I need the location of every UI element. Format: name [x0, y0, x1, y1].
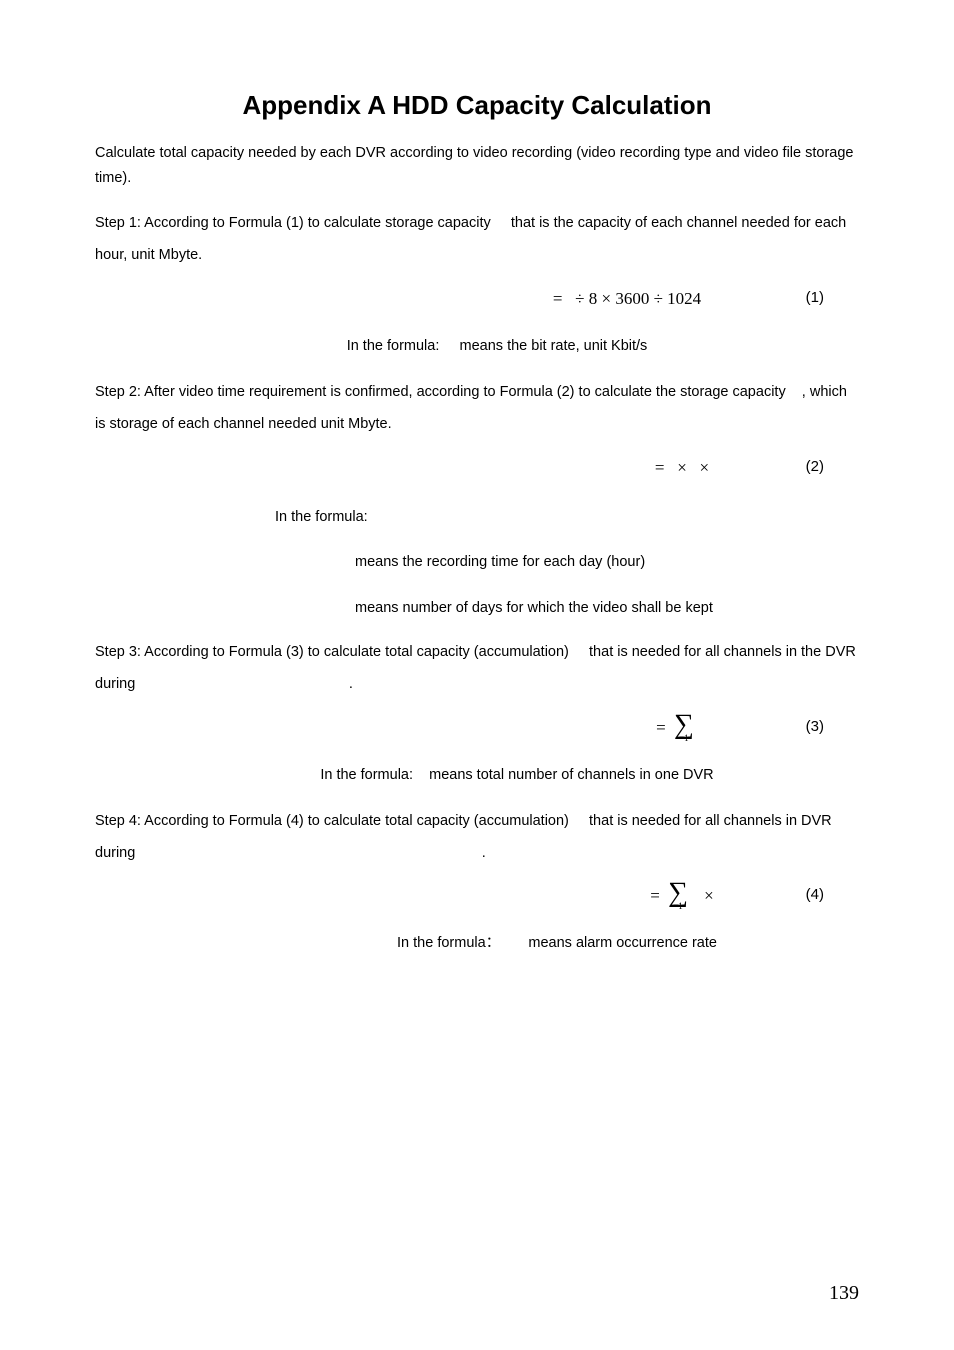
formula4-mult: × — [704, 886, 714, 905]
intro-text: Calculate total capacity needed by each … — [95, 141, 859, 190]
step4-text: Step 4: According to Formula (4) to calc… — [95, 806, 859, 870]
step2-text: Step 2: After video time requirement is … — [95, 377, 859, 441]
formula1-number: (1) — [806, 284, 824, 311]
sigma-symbol: ∑ =1 — [674, 717, 694, 741]
formula-3: = ∑ =1 (3) — [95, 713, 859, 744]
step3-text: Step 3: According to Formula (3) to calc… — [95, 637, 859, 701]
appendix-title: Appendix A HDD Capacity Calculation — [95, 90, 859, 121]
formula2-note1: means the recording time for each day (h… — [95, 546, 859, 579]
sigma-symbol-2: ∑ =1 — [668, 885, 688, 909]
formula4-note: In the formula： means alarm occurrence r… — [95, 930, 859, 956]
formula-2: = × × (2) — [95, 453, 859, 484]
formula1-note: In the formula: means the bit rate, unit… — [95, 333, 859, 359]
formula3-note: In the formula: means total number of ch… — [95, 762, 859, 788]
step1-text: Step 1: According to Formula (1) to calc… — [95, 208, 859, 272]
formula2-note2: means number of days for which the video… — [95, 592, 859, 625]
formula2-body: = × × — [655, 458, 709, 477]
formula1-body: = ÷ 8 × 3600 ÷ 1024 — [553, 289, 701, 308]
formula4-eq: = — [650, 886, 660, 905]
formula2-intro: In the formula: — [95, 501, 859, 534]
page-number: 139 — [829, 1282, 859, 1305]
formula-4: = ∑ =1 × (4) — [95, 881, 859, 912]
formula3-eq: = — [656, 718, 666, 737]
formula4-number: (4) — [806, 881, 824, 908]
formula3-number: (3) — [806, 713, 824, 740]
formula-1: = ÷ 8 × 3600 ÷ 1024 (1) — [95, 284, 859, 315]
formula2-number: (2) — [806, 453, 824, 480]
